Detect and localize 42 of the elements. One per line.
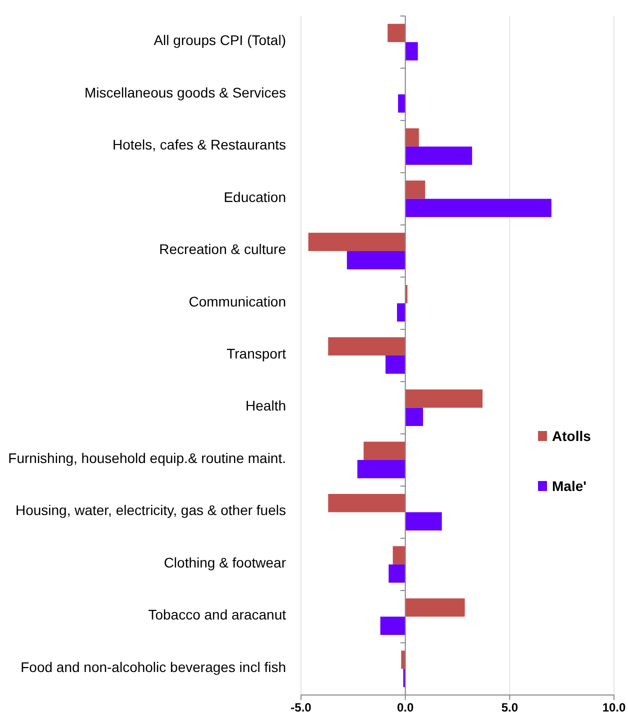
y-tick-label: Recreation & culture (159, 241, 286, 258)
bar (396, 303, 406, 322)
bar (405, 389, 483, 408)
bar (308, 232, 406, 252)
bar (405, 598, 465, 617)
bar (328, 494, 406, 512)
y-tick-label: Miscellaneous goods & Services (84, 84, 286, 100)
bar (380, 616, 406, 635)
bar (346, 251, 406, 270)
bar (357, 460, 406, 478)
y-tick-label: Clothing & footwear (164, 554, 286, 570)
bar (405, 128, 419, 147)
x-tick-label: -5.0 (290, 700, 312, 713)
bar (405, 146, 472, 165)
bar (392, 546, 406, 564)
y-tick-label: All groups CPI (Total) (154, 32, 286, 48)
legend-label: Male' (552, 478, 586, 494)
y-tick-label: Hotels, cafes & Restaurants (112, 136, 286, 153)
y-tick-label: Health (246, 398, 286, 414)
y-tick-label: Housing, water, electricity, gas & other fuels (15, 502, 286, 518)
y-tick-label: Communication (188, 293, 286, 310)
legend-label: Atolls (552, 428, 592, 444)
bar (405, 180, 426, 199)
y-tick-label: Tobacco and aracanut (148, 606, 286, 623)
bar (401, 650, 406, 669)
y-tick-label: Transport (226, 346, 286, 362)
bar (405, 512, 442, 530)
y-tick-label: Food and non-alcoholic beverages incl fish (20, 658, 286, 675)
bar (388, 564, 406, 583)
bar (388, 24, 406, 42)
bar (405, 198, 552, 218)
x-tick-label: 0.0 (396, 700, 414, 713)
bar (386, 356, 406, 374)
y-tick-label: Education (224, 188, 286, 205)
bar (405, 42, 418, 60)
bar (364, 442, 406, 460)
x-tick-label: 5.0 (501, 700, 518, 713)
y-tick-label: Furnishing, household equip.& routine maint. (8, 450, 286, 466)
bar (405, 408, 424, 426)
bar (328, 337, 406, 356)
x-tick-label: 10.0 (602, 700, 626, 713)
bar (398, 94, 406, 113)
